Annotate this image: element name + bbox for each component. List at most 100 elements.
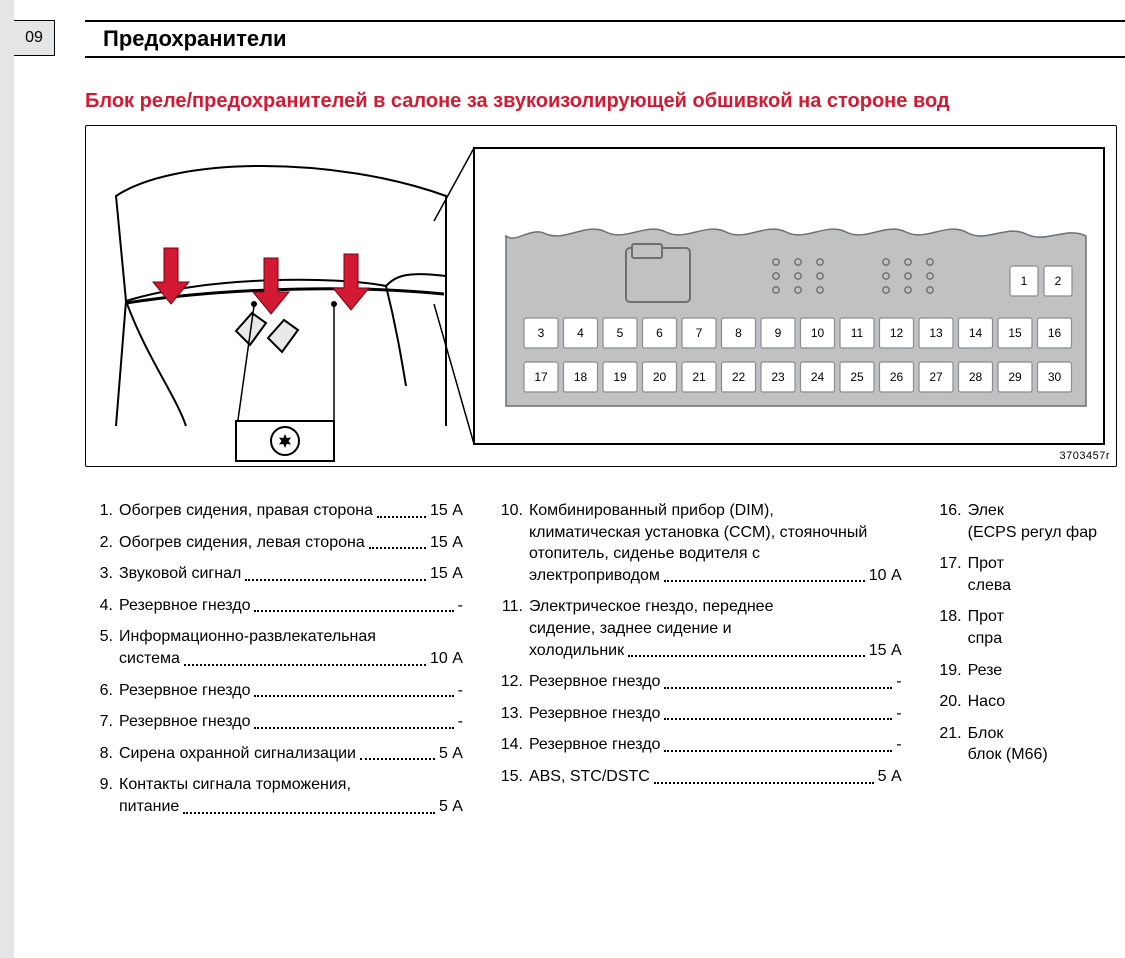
leader-dots	[664, 671, 892, 689]
page-number-tab: 09	[14, 20, 55, 56]
fuse-item-amp: 15 А	[430, 532, 463, 554]
fuse-item-text: Комбинированный прибор (DIM),	[529, 500, 902, 522]
fuse-item-number: 3.	[85, 563, 119, 585]
svg-text:24: 24	[811, 370, 825, 384]
fuse-item-amp: -	[896, 671, 901, 693]
fuse-item: 15.ABS, STC/DSTC 5 А	[495, 766, 902, 788]
fuse-item: 10.Комбинированный прибор (DIM),климатич…	[495, 500, 902, 586]
fuse-item-cont: спра	[968, 628, 1125, 650]
fuse-item-text: Резервное гнездо	[119, 711, 250, 733]
fuse-item-body: Протслева	[968, 553, 1125, 596]
fuse-item-body: Электрическое гнездо, переднеесидение, з…	[529, 596, 902, 661]
svg-text:5: 5	[617, 326, 624, 340]
chapter-title-bar: Предохранители	[85, 20, 1125, 58]
svg-text:17: 17	[534, 370, 548, 384]
fuse-item: 19.Резе	[934, 660, 1125, 682]
svg-text:27: 27	[929, 370, 943, 384]
fuse-item-text: Резервное гнездо	[529, 671, 660, 693]
fuse-item-body: Резервное гнездо-	[119, 711, 463, 733]
diagram-code: 3703457r	[1060, 450, 1111, 462]
fuse-item-number: 1.	[85, 500, 119, 522]
fuse-item-number: 12.	[495, 671, 529, 693]
leader-dots	[360, 743, 435, 761]
fuse-item-body: Звуковой сигнал 15 А	[119, 563, 463, 585]
svg-text:10: 10	[811, 326, 825, 340]
fuse-item-text: Сирена охранной сигнализации	[119, 743, 356, 765]
fuse-item-text: ABS, STC/DSTC	[529, 766, 650, 788]
fuse-item: 4.Резервное гнездо -	[85, 595, 463, 617]
fuse-item: 17.Протслева	[934, 553, 1125, 596]
fuse-item-body: Обогрев сидения, правая сторона15 А	[119, 500, 463, 522]
svg-text:28: 28	[969, 370, 983, 384]
svg-text:8: 8	[735, 326, 742, 340]
svg-text:14: 14	[969, 326, 983, 340]
fuse-item: 5.Информационно-развлекательнаясистема10…	[85, 626, 463, 669]
fuse-col-2: 10.Комбинированный прибор (DIM),климатич…	[495, 500, 902, 828]
fuse-item-text: Насо	[968, 691, 1006, 713]
fuse-item-cont: (ECPS регул фар	[968, 522, 1125, 544]
fuse-item-amp: 10 А	[430, 648, 463, 670]
svg-text:21: 21	[692, 370, 706, 384]
section-heading: Блок реле/предохранителей в салоне за зв…	[85, 90, 1125, 113]
fuse-item-cont: блок (M66)	[968, 744, 1125, 766]
fuse-item-text: Блок	[968, 723, 1125, 745]
leader-dots	[254, 680, 453, 698]
fuse-item-body: Блокблок (M66)	[968, 723, 1125, 766]
leader-dots	[184, 648, 426, 666]
fuse-item-number: 15.	[495, 766, 529, 788]
svg-text:16: 16	[1048, 326, 1062, 340]
svg-text:20: 20	[653, 370, 667, 384]
fuse-item-body: ABS, STC/DSTC 5 А	[529, 766, 902, 788]
fuse-item-body: Резервное гнездо-	[529, 734, 902, 756]
svg-text:29: 29	[1008, 370, 1022, 384]
fuse-item-body: Резервное гнездо -	[529, 703, 902, 725]
page-number: 09	[25, 29, 43, 47]
fuse-item-text: Резервное гнездо	[119, 595, 250, 617]
fuse-item-text: Резервное гнездо	[529, 703, 660, 725]
svg-text:11: 11	[851, 326, 864, 340]
fuse-item-text: Резе	[968, 660, 1003, 682]
svg-text:6: 6	[656, 326, 663, 340]
svg-text:1: 1	[1021, 274, 1028, 288]
svg-text:4: 4	[577, 326, 584, 340]
fuse-item-body: Сирена охранной сигнализации5 А	[119, 743, 463, 765]
fuse-item-number: 7.	[85, 711, 119, 733]
leader-dots	[369, 532, 426, 550]
fuse-item-text: Звуковой сигнал	[119, 563, 241, 585]
fuse-item-number: 4.	[85, 595, 119, 617]
leader-dots	[664, 703, 892, 721]
fuse-item: 12.Резервное гнездо -	[495, 671, 902, 693]
fuse-item-body: Резервное гнездо-	[119, 680, 463, 702]
fuse-item-text: Информационно-развлекательная	[119, 626, 463, 648]
fuse-col-1: 1.Обогрев сидения, правая сторона15 А 2.О…	[85, 500, 463, 828]
fuse-item: 11.Электрическое гнездо, переднеесидение…	[495, 596, 902, 661]
fuse-item-body: Комбинированный прибор (DIM),климатическ…	[529, 500, 902, 586]
fuse-item-amp: -	[458, 595, 463, 617]
fuse-item: 21.Блокблок (M66)	[934, 723, 1125, 766]
fuse-diagram-svg: 1234567891011121314151617181920212223242…	[86, 126, 1116, 466]
svg-text:22: 22	[732, 370, 746, 384]
fuse-item-number: 16.	[934, 500, 968, 522]
fuse-item-body: Информационно-развлекательнаясистема10 А	[119, 626, 463, 669]
fuse-item-amp: -	[458, 680, 463, 702]
fuse-item: 2.Обогрев сидения, левая сторона15 А	[85, 532, 463, 554]
fuse-item-body: Резервное гнездо -	[529, 671, 902, 693]
svg-text:3: 3	[538, 326, 545, 340]
fuse-item-amp: 5 А	[878, 766, 902, 788]
fuse-diagram: 1234567891011121314151617181920212223242…	[85, 125, 1117, 467]
fuse-item: 1.Обогрев сидения, правая сторона15 А	[85, 500, 463, 522]
fuse-item-body: Протспра	[968, 606, 1125, 649]
svg-text:18: 18	[574, 370, 588, 384]
fuse-item-body: Резервное гнездо -	[119, 595, 463, 617]
fuse-item-amp: 15 А	[430, 563, 463, 585]
fuse-item-number: 11.	[495, 596, 529, 618]
fuse-item-amp: -	[896, 703, 901, 725]
leader-dots	[664, 565, 865, 583]
fuse-item-number: 9.	[85, 774, 119, 796]
fuse-item-number: 10.	[495, 500, 529, 522]
fuse-item-text: Электрическое гнездо, переднее	[529, 596, 902, 618]
fuse-item-number: 20.	[934, 691, 968, 713]
fuse-item-number: 14.	[495, 734, 529, 756]
fuse-item: 7.Резервное гнездо-	[85, 711, 463, 733]
leader-dots	[664, 734, 892, 752]
